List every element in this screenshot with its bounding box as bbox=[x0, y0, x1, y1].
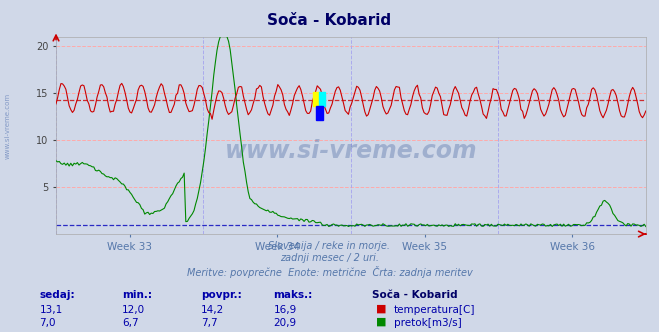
Text: maks.:: maks.: bbox=[273, 290, 313, 300]
Text: 6,7: 6,7 bbox=[122, 318, 138, 328]
Text: povpr.:: povpr.: bbox=[201, 290, 242, 300]
Text: Meritve: povprečne  Enote: metrične  Črta: zadnja meritev: Meritve: povprečne Enote: metrične Črta:… bbox=[186, 266, 473, 278]
Text: 12,0: 12,0 bbox=[122, 305, 145, 315]
Text: 16,9: 16,9 bbox=[273, 305, 297, 315]
Text: 13,1: 13,1 bbox=[40, 305, 63, 315]
Text: ■: ■ bbox=[376, 317, 386, 327]
Text: pretok[m3/s]: pretok[m3/s] bbox=[394, 318, 462, 328]
Text: Slovenija / reke in morje.: Slovenija / reke in morje. bbox=[268, 241, 391, 251]
Text: 14,2: 14,2 bbox=[201, 305, 224, 315]
Bar bbox=[319, 92, 325, 106]
Text: www.si-vreme.com: www.si-vreme.com bbox=[225, 139, 477, 163]
Text: min.:: min.: bbox=[122, 290, 152, 300]
Text: 7,7: 7,7 bbox=[201, 318, 217, 328]
Text: 20,9: 20,9 bbox=[273, 318, 297, 328]
Text: ■: ■ bbox=[376, 303, 386, 313]
Text: 7,0: 7,0 bbox=[40, 318, 56, 328]
Bar bbox=[316, 106, 323, 120]
Text: temperatura[C]: temperatura[C] bbox=[394, 305, 476, 315]
Text: sedaj:: sedaj: bbox=[40, 290, 75, 300]
Text: www.si-vreme.com: www.si-vreme.com bbox=[5, 93, 11, 159]
Text: Soča - Kobarid: Soča - Kobarid bbox=[268, 13, 391, 28]
Text: Soča - Kobarid: Soča - Kobarid bbox=[372, 290, 458, 300]
Bar bbox=[313, 92, 319, 106]
Text: zadnji mesec / 2 uri.: zadnji mesec / 2 uri. bbox=[280, 253, 379, 263]
